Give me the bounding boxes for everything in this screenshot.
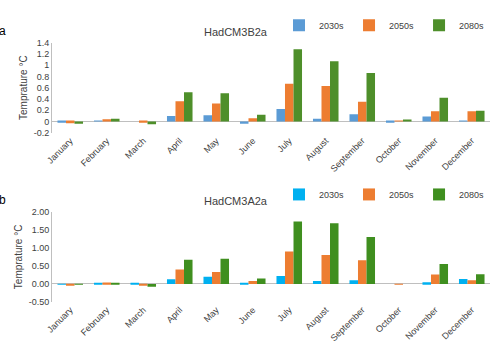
svg-text:July: July	[275, 305, 294, 324]
svg-text:1.50: 1.50	[32, 225, 50, 235]
svg-text:December: December	[440, 305, 476, 341]
svg-text:Temprature °C: Temprature °C	[13, 225, 24, 290]
svg-text:November: November	[403, 136, 439, 172]
svg-text:HadCM3B2a: HadCM3B2a	[204, 26, 268, 38]
svg-text:2080s: 2080s	[459, 190, 484, 200]
svg-text:2050s: 2050s	[389, 21, 414, 31]
svg-text:September: September	[329, 305, 367, 343]
svg-text:September: September	[329, 136, 367, 174]
svg-text:2080s: 2080s	[459, 21, 484, 31]
svg-text:July: July	[275, 135, 294, 154]
svg-text:1: 1	[44, 60, 49, 70]
svg-text:1.00: 1.00	[32, 243, 50, 253]
svg-text:0.4: 0.4	[37, 94, 50, 104]
svg-text:0.50: 0.50	[32, 261, 50, 271]
svg-text:2.00: 2.00	[32, 207, 50, 217]
svg-text:May: May	[202, 305, 221, 324]
svg-text:2050s: 2050s	[389, 190, 414, 200]
svg-text:December: December	[440, 136, 476, 172]
svg-text:0: 0	[44, 117, 49, 127]
svg-text:April: April	[165, 136, 185, 156]
svg-text:2030s: 2030s	[319, 190, 344, 200]
svg-text:0.6: 0.6	[37, 83, 50, 93]
svg-text:1.4: 1.4	[37, 38, 50, 48]
svg-text:June: June	[236, 305, 257, 326]
svg-text:March: March	[123, 305, 148, 330]
svg-text:February: February	[79, 135, 112, 168]
svg-text:June: June	[236, 136, 257, 157]
svg-text:November: November	[403, 305, 439, 341]
svg-text:b: b	[0, 193, 6, 207]
svg-text:October: October	[374, 136, 404, 166]
svg-text:2030s: 2030s	[319, 21, 344, 31]
svg-text:0.8: 0.8	[37, 72, 50, 82]
svg-text:0.00: 0.00	[32, 279, 50, 289]
svg-text:0.2: 0.2	[37, 105, 50, 115]
svg-text:April: April	[165, 305, 185, 325]
svg-text:-0.2: -0.2	[34, 128, 50, 138]
svg-text:October: October	[374, 305, 404, 335]
svg-text:August: August	[303, 305, 330, 332]
svg-text:January: January	[45, 305, 75, 335]
svg-text:HadCM3A2a: HadCM3A2a	[204, 195, 268, 207]
svg-text:a: a	[0, 24, 6, 38]
svg-text:February: February	[79, 305, 112, 338]
svg-text:May: May	[202, 135, 221, 154]
svg-text:March: March	[123, 136, 148, 161]
svg-text:-0.50: -0.50	[29, 297, 50, 307]
svg-text:1.2: 1.2	[37, 49, 50, 59]
svg-text:January: January	[45, 135, 75, 165]
svg-text:Temprature °C: Temprature °C	[18, 55, 29, 120]
svg-text:August: August	[303, 135, 330, 162]
